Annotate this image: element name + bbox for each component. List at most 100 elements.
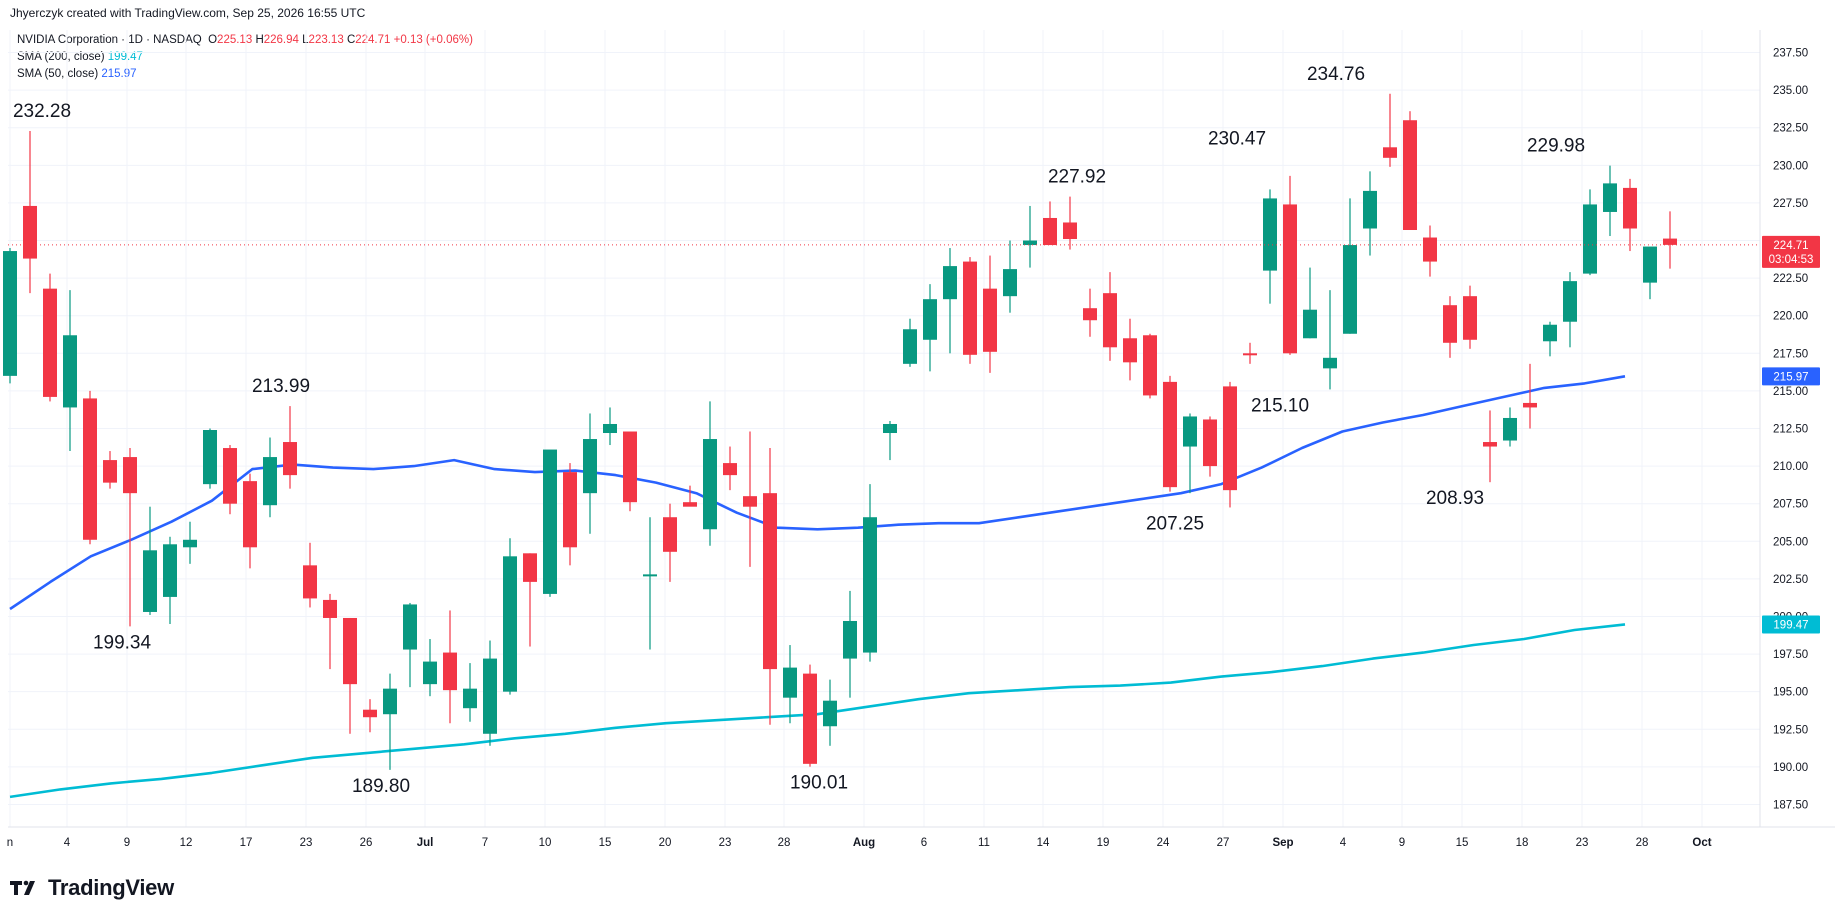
candle: [543, 449, 557, 597]
candle-body: [1223, 386, 1237, 491]
candle-body: [803, 673, 817, 764]
time-tick-label: 28: [778, 837, 791, 849]
candle-body: [1383, 147, 1397, 158]
price-tick-label: 215.00: [1773, 386, 1808, 398]
candle-body: [323, 599, 337, 618]
candle: [303, 542, 317, 608]
sma50-tag-text: 215.97: [1773, 371, 1808, 383]
candle: [783, 645, 797, 724]
price-annotation: 215.10: [1251, 395, 1309, 416]
candle-body: [1643, 246, 1657, 283]
candle: [643, 517, 657, 650]
candle-body: [783, 667, 797, 698]
candle: [1563, 272, 1577, 348]
time-tick-label: 28: [1636, 837, 1649, 849]
high-value: 226.94: [263, 34, 299, 46]
candle-body: [1003, 269, 1017, 297]
candle: [23, 131, 37, 294]
candle: [1023, 205, 1037, 268]
candle-body: [623, 431, 637, 503]
low-label: L: [302, 34, 309, 46]
price-annotation: 208.93: [1426, 488, 1484, 509]
sma50-tag: 215.97: [1762, 367, 1820, 386]
candle-body: [63, 335, 77, 408]
time-tick-label: 9: [1399, 837, 1405, 849]
price-axis[interactable]: 187.50 190.00 192.50 195.00 197.50 200.00 202.…: [8, 30, 1835, 828]
candle: [483, 640, 497, 746]
candle: [403, 602, 417, 688]
low-value: 223.13: [308, 34, 344, 46]
tradingview-footer: TradingView: [10, 875, 174, 901]
price-tick-label: 210.00: [1773, 461, 1808, 473]
candle-body: [1543, 324, 1557, 342]
time-tick-label: 15: [599, 837, 612, 849]
candle: [1463, 285, 1477, 349]
candle-body: [1083, 308, 1097, 321]
candle: [183, 521, 197, 564]
candle-body: [1203, 419, 1217, 467]
open-label: O: [208, 34, 218, 46]
candle-body: [1583, 204, 1597, 274]
candle-body: [983, 288, 997, 352]
time-axis[interactable]: n 4 9 12 17 23 26 Jul 7 10 15 20 23 28 Aug 6 11 14 19 24 27 S…: [7, 837, 1712, 849]
price-annotation: 190.01: [790, 773, 848, 794]
candle: [443, 610, 457, 724]
last-price-tag-bg: [1762, 235, 1820, 268]
candle-body: [703, 439, 717, 530]
high-label: H: [255, 34, 264, 46]
time-tick-label: 23: [1576, 837, 1589, 849]
time-tick-label: Jul: [417, 837, 434, 849]
candle-body: [1363, 190, 1377, 229]
price-tick-label: 222.50: [1773, 273, 1808, 285]
price-annotation: 207.25: [1146, 513, 1204, 534]
price-tick-label: 187.50: [1773, 799, 1808, 811]
candle-body: [283, 442, 297, 476]
last-price-tag-text: 03:04:53: [1769, 254, 1814, 266]
price-annotation: 229.98: [1527, 136, 1585, 157]
candle: [143, 506, 157, 615]
candle-body: [1143, 335, 1157, 396]
sma200-layer: [9, 623, 1626, 799]
candle-body: [143, 550, 157, 612]
time-tick-label: 23: [719, 837, 732, 849]
price-tick-label: 192.50: [1773, 724, 1808, 736]
time-tick-label: 15: [1456, 837, 1469, 849]
price-tick-label: 232.50: [1773, 123, 1808, 135]
candle: [343, 617, 357, 734]
candle: [1583, 189, 1597, 276]
candle: [1343, 198, 1357, 334]
time-tick-label: 26: [360, 837, 373, 849]
annotations-layer: 232.28 199.34 213.99 189.80 190.01 227.92 207.…: [13, 64, 1585, 797]
candle: [1403, 111, 1417, 231]
candle: [1503, 407, 1517, 447]
candle-body: [903, 329, 917, 364]
candle: [623, 431, 637, 512]
price-tick-label: 235.00: [1773, 85, 1808, 97]
price-tick-label: 220.00: [1773, 311, 1808, 323]
candle: [1543, 321, 1557, 357]
time-tick-label: 20: [659, 837, 672, 849]
candle-body: [1123, 338, 1137, 363]
candle: [1143, 333, 1157, 399]
price-annotation: 234.76: [1307, 64, 1365, 85]
sma200-value: 199.47: [107, 51, 143, 63]
candle-body: [383, 688, 397, 715]
candle-body: [1163, 381, 1177, 488]
price-tick-label: 225.00: [1773, 236, 1808, 248]
candle-body: [643, 574, 657, 577]
chart-legend: NVIDIA Corporation · 1D · NASDAQ O225.13…: [17, 32, 473, 83]
candle-body: [563, 472, 577, 548]
symbol-name: NVIDIA Corporation · 1D · NASDAQ: [17, 34, 202, 46]
candle-body: [583, 439, 597, 494]
candle: [663, 503, 677, 582]
candle-body: [1263, 198, 1277, 271]
candle: [723, 446, 737, 491]
ohlc-row: NVIDIA Corporation · 1D · NASDAQ O225.13…: [17, 32, 473, 49]
candle: [1123, 318, 1137, 381]
candle-body: [1043, 217, 1057, 246]
candle: [1443, 296, 1457, 358]
candle-body: [103, 460, 117, 483]
candle-body: [1343, 245, 1357, 334]
candle: [763, 448, 777, 725]
